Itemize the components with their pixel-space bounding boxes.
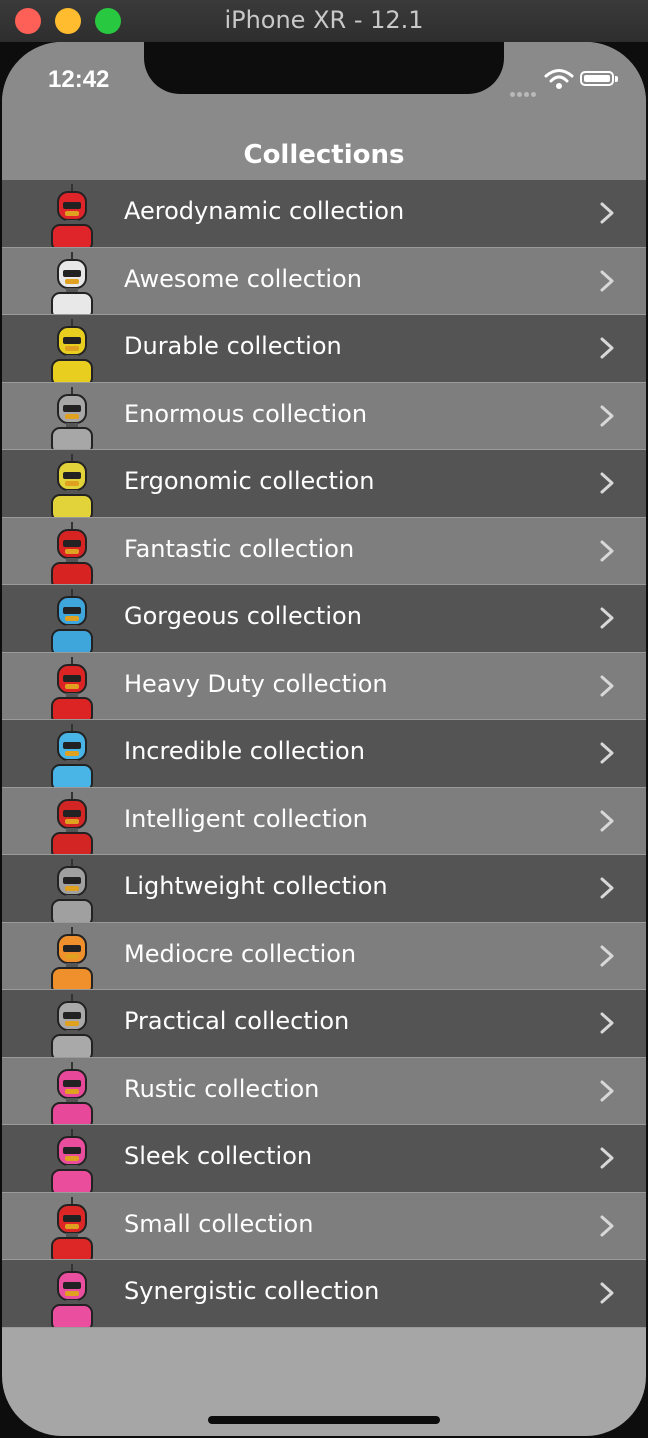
collections-list[interactable]: Aerodynamic collection Awesome collection…	[2, 180, 646, 1328]
robot-avatar-icon	[51, 1196, 93, 1260]
row-label: Aerodynamic collection	[124, 197, 405, 225]
robot-avatar-icon	[51, 1129, 93, 1192]
row-label: Practical collection	[124, 1007, 350, 1035]
row-label: Heavy Duty collection	[124, 669, 388, 698]
robot-avatar-icon	[51, 1061, 93, 1125]
robot-avatar-icon	[51, 251, 93, 315]
phone-frame: 12:42 Collections Aerodynamic collection…	[0, 42, 648, 1438]
close-window-button[interactable]	[15, 8, 41, 34]
simulator-title-bar: iPhone XR - 12.1	[0, 0, 648, 43]
robot-avatar-icon	[51, 1264, 93, 1327]
table-row[interactable]: Incredible collection	[2, 720, 646, 788]
chevron-right-icon	[600, 1012, 614, 1034]
cellular-signal-icon	[510, 82, 538, 101]
robot-avatar-icon	[51, 589, 93, 652]
row-label: Ergonomic collection	[124, 467, 375, 495]
robot-avatar-icon	[51, 184, 93, 247]
row-label: Sleek collection	[124, 1142, 313, 1170]
table-row[interactable]: Awesome collection	[2, 247, 646, 315]
row-label: Rustic collection	[124, 1074, 320, 1103]
battery-icon	[580, 71, 618, 86]
wifi-icon	[544, 69, 574, 89]
table-row[interactable]: Fantastic collection	[2, 517, 646, 585]
row-label: Enormous collection	[124, 399, 368, 428]
camera-notch	[144, 42, 504, 94]
chevron-right-icon	[600, 1147, 614, 1169]
row-label: Awesome collection	[124, 264, 362, 293]
robot-avatar-icon	[51, 386, 93, 450]
chevron-right-icon	[600, 540, 614, 561]
row-label: Gorgeous collection	[124, 602, 362, 630]
row-label: Mediocre collection	[124, 939, 357, 968]
table-row[interactable]: Synergistic collection	[2, 1260, 646, 1328]
table-row[interactable]: Mediocre collection	[2, 922, 646, 990]
status-time: 12:42	[48, 66, 110, 93]
window-title: iPhone XR - 12.1	[224, 6, 424, 34]
table-row[interactable]: Small collection	[2, 1192, 646, 1260]
phone-screen: 12:42 Collections Aerodynamic collection…	[2, 42, 646, 1436]
chevron-right-icon	[600, 270, 614, 291]
row-label: Synergistic collection	[124, 1277, 380, 1305]
table-row[interactable]: Ergonomic collection	[2, 450, 646, 518]
table-row[interactable]: Sleek collection	[2, 1125, 646, 1193]
row-label: Lightweight collection	[124, 872, 388, 900]
chevron-right-icon	[600, 1215, 614, 1236]
chevron-right-icon	[600, 607, 614, 629]
chevron-right-icon	[600, 877, 614, 899]
home-indicator[interactable]	[208, 1416, 440, 1424]
chevron-right-icon	[600, 337, 614, 359]
row-label: Intelligent collection	[124, 804, 368, 833]
robot-avatar-icon	[51, 454, 93, 517]
chevron-right-icon	[600, 742, 614, 764]
chevron-right-icon	[600, 810, 614, 831]
row-label: Small collection	[124, 1209, 314, 1238]
robot-avatar-icon	[51, 319, 93, 382]
robot-avatar-icon	[51, 791, 93, 855]
chevron-right-icon	[600, 1080, 614, 1101]
chevron-right-icon	[600, 202, 614, 224]
robot-avatar-icon	[51, 994, 93, 1057]
table-row[interactable]: Aerodynamic collection	[2, 180, 646, 248]
page-title: Collections	[243, 140, 405, 170]
chevron-right-icon	[600, 1282, 614, 1304]
table-row[interactable]: Intelligent collection	[2, 787, 646, 855]
table-row[interactable]: Enormous collection	[2, 382, 646, 450]
row-label: Incredible collection	[124, 737, 365, 765]
robot-avatar-icon	[51, 521, 93, 585]
table-row[interactable]: Rustic collection	[2, 1057, 646, 1125]
chevron-right-icon	[600, 675, 614, 696]
table-row[interactable]: Lightweight collection	[2, 855, 646, 923]
table-row[interactable]: Heavy Duty collection	[2, 652, 646, 720]
minimize-window-button[interactable]	[55, 8, 81, 34]
table-row[interactable]: Practical collection	[2, 990, 646, 1058]
robot-avatar-icon	[51, 859, 93, 922]
chevron-right-icon	[600, 945, 614, 966]
chevron-right-icon	[600, 472, 614, 494]
table-row[interactable]: Gorgeous collection	[2, 585, 646, 653]
row-label: Fantastic collection	[124, 534, 355, 563]
robot-avatar-icon	[51, 926, 93, 990]
navigation-bar: Collections	[2, 132, 646, 181]
chevron-right-icon	[600, 405, 614, 426]
row-label: Durable collection	[124, 332, 342, 360]
table-row[interactable]: Durable collection	[2, 315, 646, 383]
robot-avatar-icon	[51, 656, 93, 720]
zoom-window-button[interactable]	[95, 8, 121, 34]
robot-avatar-icon	[51, 724, 93, 787]
